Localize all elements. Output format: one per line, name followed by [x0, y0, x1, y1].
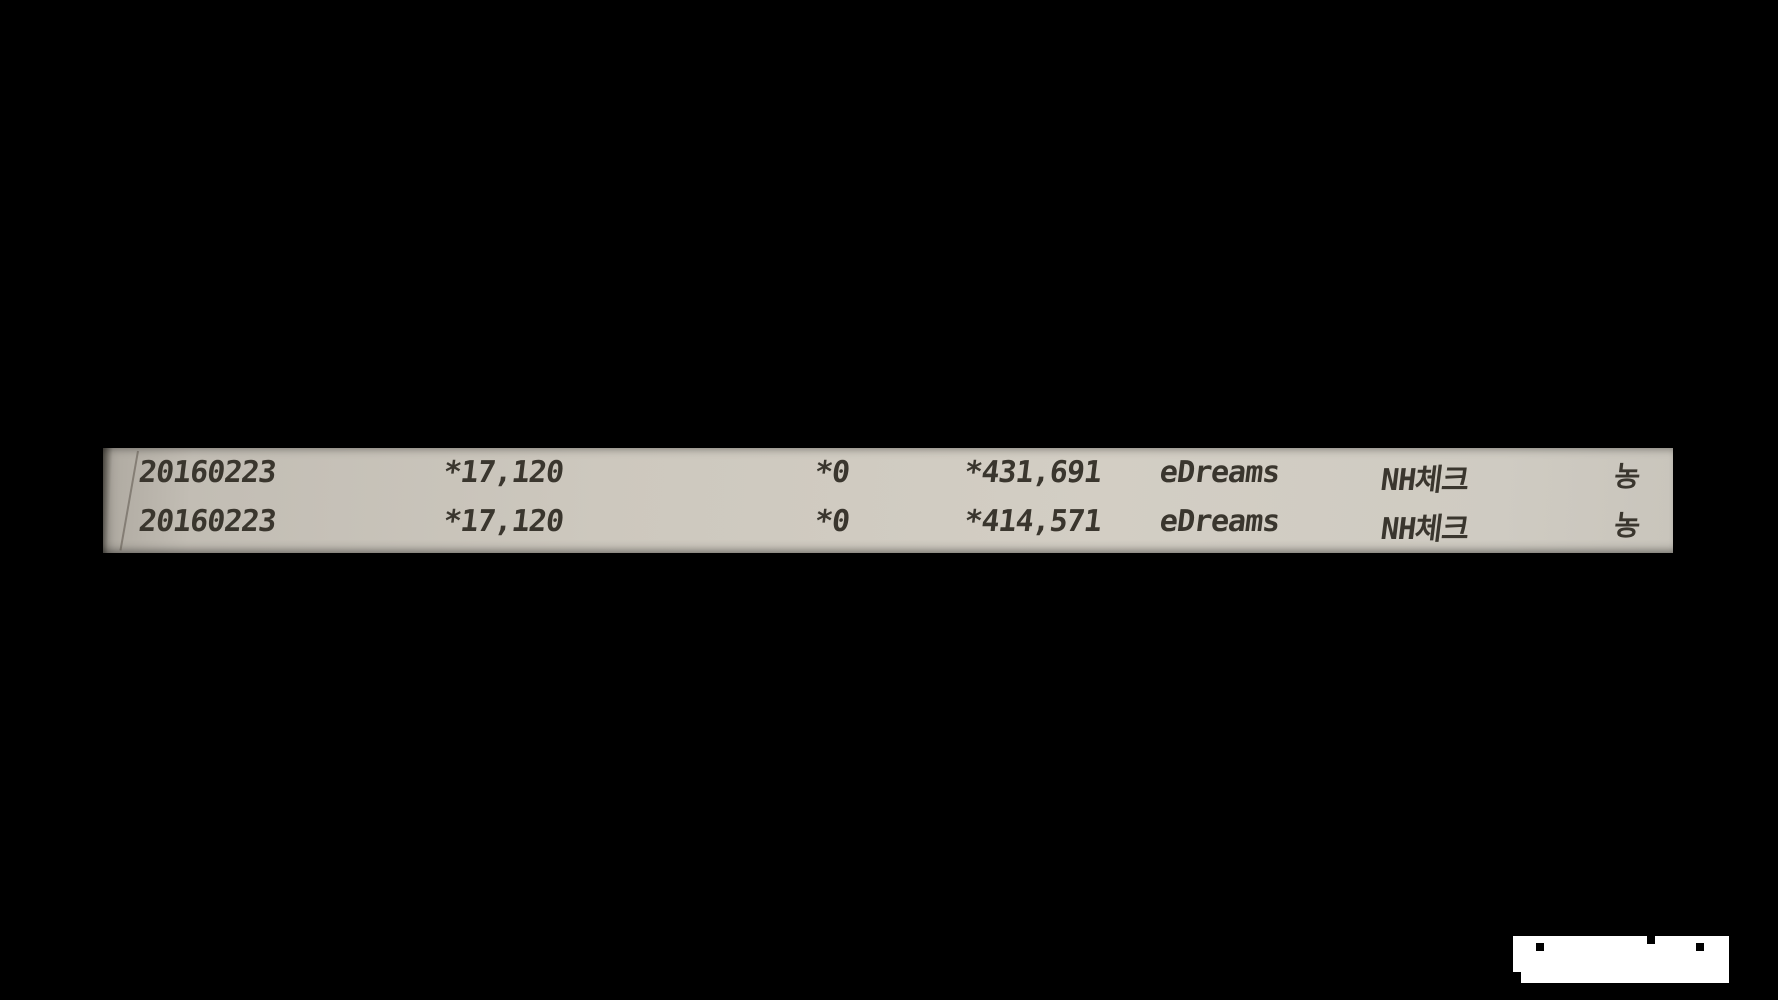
card-type-label: NH체크	[1378, 463, 1471, 498]
deposit-amount: *0	[812, 504, 852, 539]
bank-branch-mark: 농	[1612, 460, 1642, 493]
merchant-name: eDreams	[1157, 455, 1282, 490]
sticker-ink-mark	[1647, 936, 1655, 944]
transaction-date: 20160223	[136, 504, 278, 539]
sticker-ink-mark	[1696, 943, 1704, 951]
card-type-label: NH체크	[1378, 512, 1471, 547]
merchant-name: eDreams	[1157, 504, 1282, 539]
transaction-date: 20160223	[136, 455, 278, 490]
withdrawal-amount: *17,120	[441, 504, 566, 539]
balance-amount: *431,691	[962, 455, 1104, 490]
balance-amount: *414,571	[962, 504, 1104, 539]
passbook-strip: 20160223 *17,120 *0 *431,691 eDreams NH체…	[103, 448, 1673, 553]
bank-branch-mark: 농	[1612, 509, 1642, 542]
transaction-row: 20160223 *17,120 *0 *414,571 eDreams NH체…	[101, 504, 1675, 547]
sticker-ink-mark	[1536, 943, 1544, 951]
withdrawal-amount: *17,120	[441, 455, 566, 490]
sticker-ink-mark	[1513, 972, 1521, 983]
deposit-amount: *0	[812, 455, 852, 490]
transaction-row: 20160223 *17,120 *0 *431,691 eDreams NH체…	[101, 455, 1675, 498]
redaction-sticker	[1513, 936, 1729, 983]
